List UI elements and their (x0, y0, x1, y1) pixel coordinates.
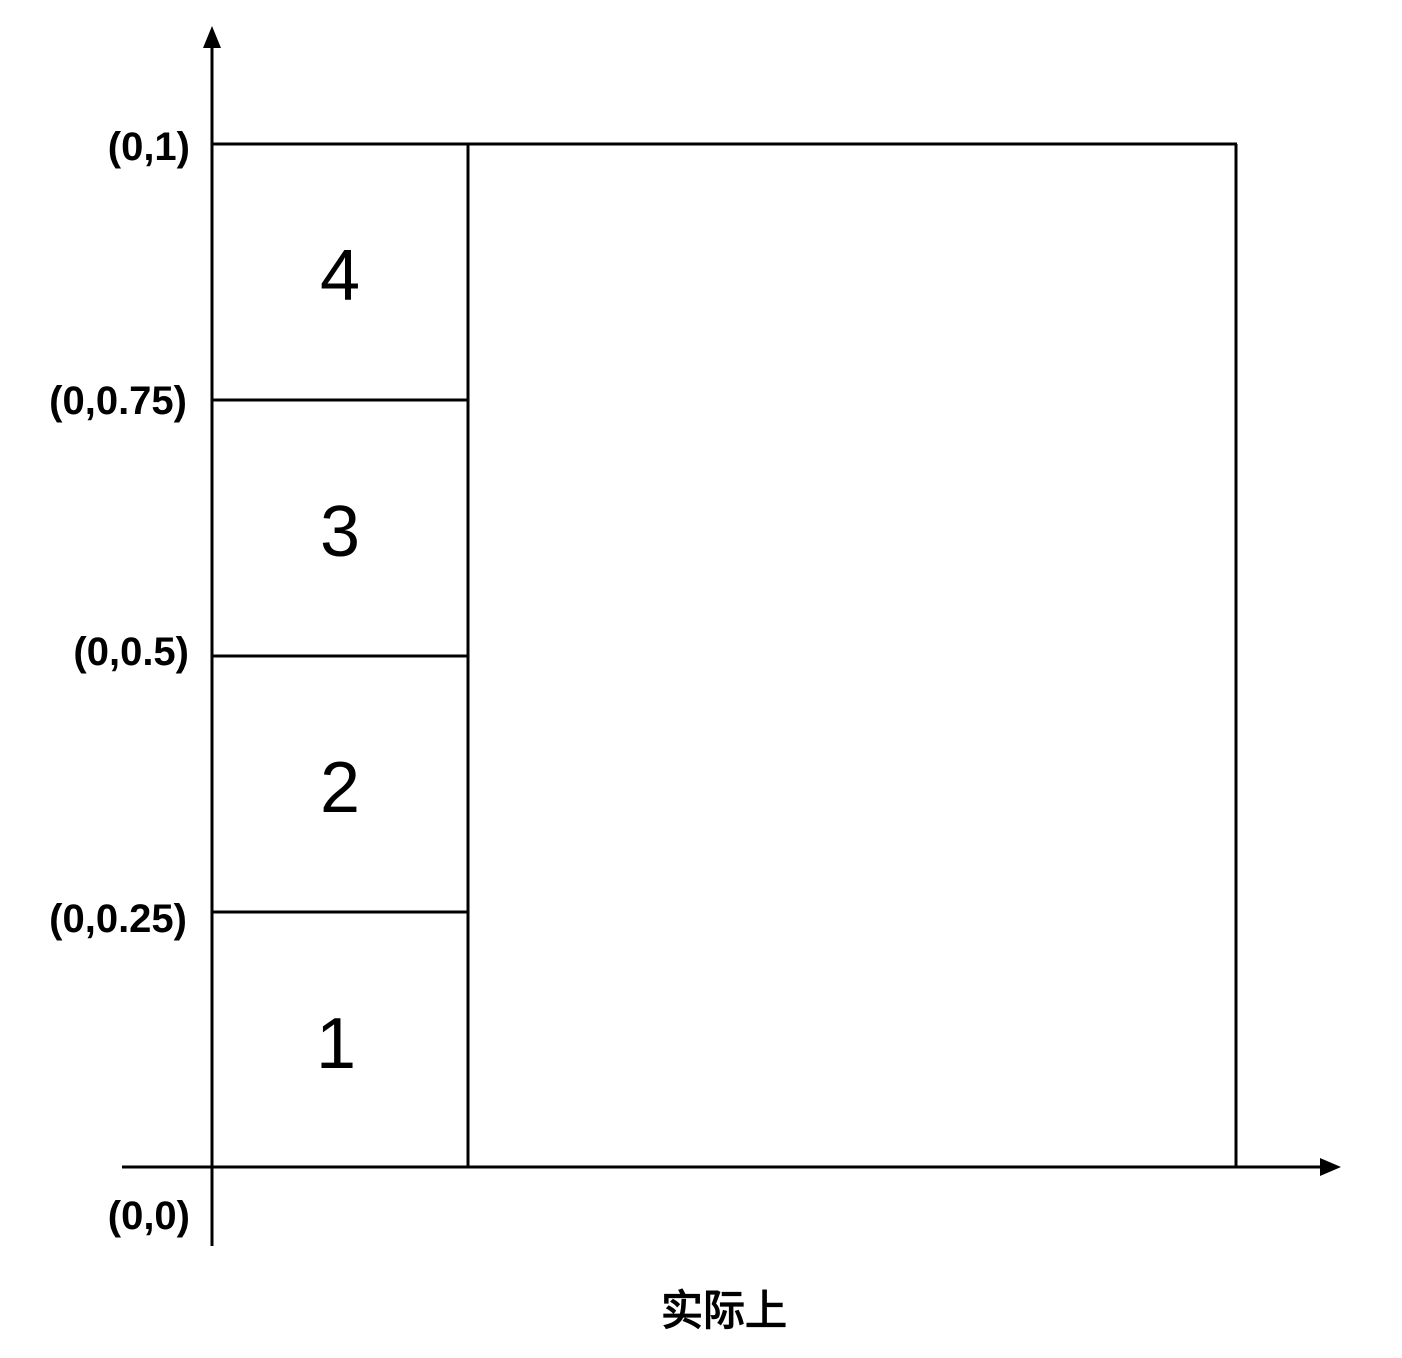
x-axis-arrow-icon (1320, 1158, 1341, 1176)
diagram-caption: 实际上 (661, 1286, 787, 1335)
label-top: (0,1) (108, 125, 190, 169)
cell-number-2: 2 (320, 748, 360, 828)
y-axis-arrow-icon (203, 26, 221, 48)
label-quarter: (0,0.25) (49, 897, 187, 941)
cell-number-1: 1 (316, 1004, 356, 1084)
cell-number-4: 4 (320, 236, 360, 316)
label-half: (0,0.5) (73, 630, 189, 674)
cell-number-3: 3 (320, 492, 360, 572)
label-three-quarter: (0,0.75) (49, 379, 187, 423)
label-origin: (0,0) (108, 1194, 190, 1238)
